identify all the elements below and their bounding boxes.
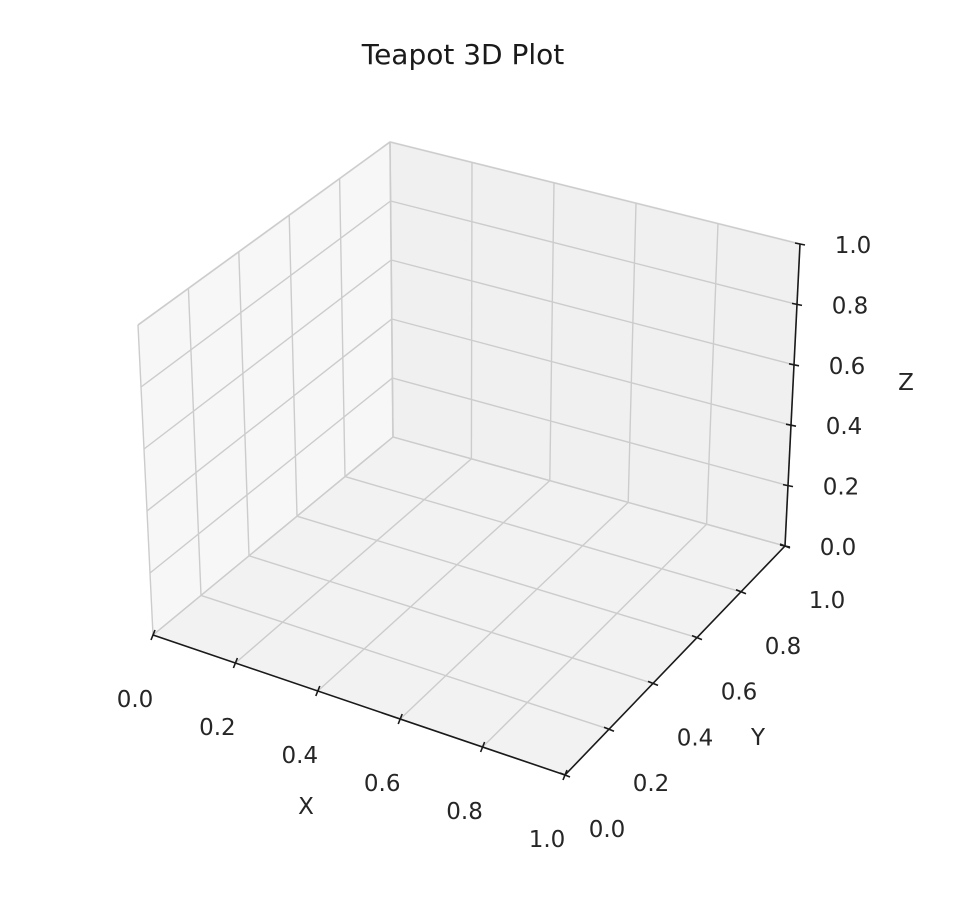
- y-tick-label: 0.6: [721, 680, 758, 706]
- y-tick-mark: [647, 680, 659, 687]
- y-tick-mark: [559, 772, 571, 778]
- grid-line-z-left: [137, 141, 391, 326]
- grid-line-z-back: [389, 141, 801, 245]
- z-tick-mark: [785, 423, 797, 427]
- tick-labels: 0.0 0.2 0.4 0.6 0.8 1.0 0.0 0.2 0.4 0.6 0.8 1.0 0.0 0…: [117, 233, 872, 853]
- z-tick-mark: [794, 242, 806, 246]
- x-axis-line: [152, 634, 566, 776]
- grid-line-y-left: [288, 215, 298, 517]
- axes-panes: [137, 140, 801, 775]
- grid-line-y-floor: [296, 515, 698, 639]
- z-tick-label: 1.0: [835, 233, 872, 259]
- grid-line-z-left: [146, 318, 393, 512]
- grid-line-x-floor: [399, 501, 629, 720]
- grid-line-x-floor: [482, 523, 708, 748]
- grid-line-z-left: [152, 436, 394, 636]
- grid-line-x-back: [470, 162, 473, 459]
- grid-line-y-floor: [344, 475, 742, 593]
- y-tick-label: 0.4: [677, 725, 714, 751]
- y-axis-line: [564, 545, 786, 776]
- pane-back-yz: [390, 142, 800, 546]
- grid-line-y-left: [187, 288, 202, 596]
- grid-line-y-left: [389, 141, 394, 438]
- z-tick-mark: [788, 363, 800, 367]
- grid-line-x-back: [549, 182, 555, 481]
- pane-floor-xy: [153, 437, 785, 775]
- z-axis-line: [784, 243, 801, 547]
- x-tick-label: 0.8: [446, 799, 483, 825]
- pane-left-xz: [138, 142, 393, 635]
- x-tick-label: 0.4: [282, 743, 319, 769]
- grid-line-z-left: [149, 377, 393, 574]
- grid-line-x-back: [705, 223, 719, 525]
- grid-line-z-back: [391, 259, 795, 366]
- chart-title: Teapot 3D Plot: [361, 38, 565, 71]
- z-tick-label: 0.4: [826, 414, 863, 440]
- x-tick-mark: [479, 741, 486, 753]
- grid-line-y-floor: [200, 594, 610, 730]
- grid-line-z-back: [390, 200, 798, 306]
- z-tick-label: 0.0: [820, 535, 857, 561]
- grid-lines: [137, 141, 801, 776]
- y-tick-mark: [735, 589, 747, 595]
- grid-line-z-back: [391, 318, 792, 426]
- x-tick-mark: [150, 629, 156, 641]
- z-tick-mark: [779, 544, 791, 548]
- y-tick-label: 0.0: [589, 817, 626, 843]
- x-tick-mark: [232, 657, 239, 669]
- z-tick-mark: [782, 483, 794, 488]
- grid-line-y-floor: [248, 555, 654, 685]
- y-tick-label: 0.2: [633, 771, 670, 797]
- x-tick-label: 0.2: [199, 715, 236, 741]
- axis-lines: [152, 243, 801, 776]
- z-axis-label: Z: [898, 370, 914, 396]
- x-axis-label: X: [298, 794, 314, 820]
- z-tick-label: 0.2: [823, 475, 860, 501]
- grid-line-z-back: [392, 436, 786, 547]
- grid-line-y-left: [238, 251, 250, 556]
- z-tick-label: 0.6: [829, 354, 866, 380]
- grid-line-x-floor: [234, 458, 472, 664]
- grid-line-z-left: [143, 259, 392, 450]
- y-tick-label: 1.0: [809, 588, 846, 614]
- x-tick-label: 1.0: [529, 827, 566, 853]
- grid-line-y-left: [137, 324, 154, 636]
- z-tick-mark: [791, 302, 803, 307]
- x-tick-mark: [315, 685, 321, 697]
- grid-line-x-floor: [317, 480, 551, 692]
- x-tick-label: 0.0: [117, 687, 154, 713]
- x-tick-label: 0.6: [364, 771, 401, 797]
- y-axis-label: Y: [750, 725, 766, 751]
- grid-line-x-back: [627, 203, 637, 503]
- grid-line-z-left: [140, 200, 392, 388]
- y-tick-label: 0.8: [765, 634, 802, 660]
- x-tick-mark: [397, 713, 403, 725]
- grid-line-y-left: [338, 178, 346, 477]
- z-tick-label: 0.8: [832, 293, 869, 319]
- grid-line-z-back: [392, 377, 789, 487]
- y-tick-mark: [603, 726, 615, 732]
- tick-marks: [150, 242, 806, 781]
- y-tick-mark: [691, 634, 703, 641]
